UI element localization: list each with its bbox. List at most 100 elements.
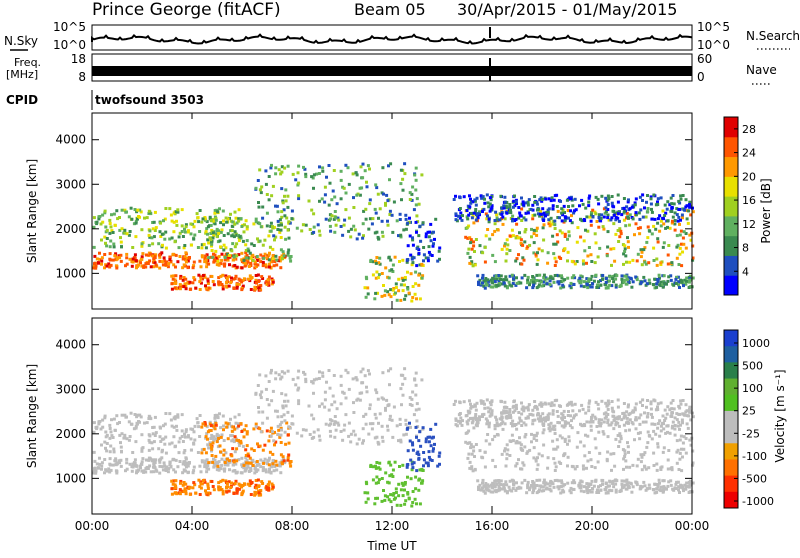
power-cell — [614, 283, 618, 287]
velocity-cell — [164, 468, 168, 472]
power-cell — [684, 205, 688, 209]
power-cell — [538, 279, 542, 283]
power-cell — [666, 253, 670, 257]
power-cell — [237, 219, 241, 223]
power-cell — [639, 208, 643, 212]
power-cell — [218, 281, 222, 284]
power-cell — [553, 219, 557, 223]
power-cell — [486, 228, 490, 231]
velocity-cell — [232, 440, 236, 444]
velocity-colorbar-tick-label: -25 — [742, 427, 760, 440]
velocity-cell — [502, 487, 506, 491]
power-cell — [206, 238, 210, 242]
power-cell — [404, 227, 408, 231]
velocity-cell — [384, 471, 388, 475]
velocity-cell — [679, 483, 683, 487]
power-cell — [245, 227, 249, 231]
velocity-cell — [391, 475, 395, 478]
velocity-cell — [563, 424, 567, 428]
velocity-cell — [541, 431, 545, 435]
power-cell — [233, 277, 237, 280]
velocity-cell — [659, 468, 663, 471]
velocity-cell — [403, 481, 407, 484]
power-cell — [526, 278, 530, 282]
power-cell — [92, 216, 96, 220]
power-cell — [261, 243, 265, 247]
velocity-cell — [547, 402, 551, 406]
power-cell — [170, 274, 174, 278]
power-cell — [399, 283, 403, 287]
power-cell — [505, 252, 509, 256]
power-cell — [568, 284, 572, 288]
velocity-cell — [192, 430, 196, 434]
velocity-cell — [180, 435, 184, 438]
power-cell — [633, 203, 637, 207]
velocity-cell — [107, 467, 111, 471]
power-cell — [487, 220, 491, 224]
power-cell — [500, 212, 504, 216]
velocity-cell — [629, 482, 633, 486]
power-cell — [103, 235, 107, 239]
power-cell — [282, 252, 286, 256]
power-cell — [382, 284, 385, 287]
velocity-colorbar-segment — [724, 427, 738, 444]
power-cell — [281, 199, 285, 203]
velocity-cell — [679, 423, 682, 427]
velocity-cell — [134, 440, 138, 444]
power-cell — [560, 276, 564, 280]
power-cell — [312, 212, 316, 216]
velocity-cell — [401, 483, 405, 487]
velocity-cell — [677, 485, 681, 489]
power-cell — [378, 207, 382, 211]
velocity-cell — [213, 427, 217, 431]
power-cell — [409, 272, 413, 276]
velocity-cell — [329, 422, 333, 426]
velocity-cell — [475, 418, 478, 422]
velocity-cell — [104, 446, 107, 450]
velocity-cell — [506, 490, 509, 494]
velocity-cell — [162, 424, 165, 428]
velocity-cell — [184, 489, 188, 493]
power-cell — [666, 200, 670, 204]
power-cell — [214, 257, 218, 260]
velocity-cell — [579, 422, 582, 426]
velocity-cell — [406, 491, 410, 494]
velocity-cell — [170, 487, 174, 491]
x-tick-label: 00:00 — [75, 519, 110, 533]
power-cell — [153, 210, 157, 214]
velocity-cell — [254, 391, 258, 395]
power-cell — [358, 193, 362, 197]
velocity-cell — [213, 458, 217, 462]
power-cell — [536, 208, 539, 212]
power-cell — [542, 211, 546, 215]
velocity-cell — [297, 386, 301, 390]
velocity-cell — [414, 487, 418, 491]
power-cell — [174, 281, 178, 285]
power-cell — [624, 254, 628, 258]
velocity-cell — [468, 410, 472, 414]
velocity-cell — [276, 424, 280, 428]
velocity-cell — [387, 369, 390, 373]
power-cell — [384, 201, 387, 205]
velocity-cell — [140, 447, 144, 451]
power-cell — [260, 185, 264, 189]
power-cell — [484, 278, 488, 282]
velocity-cell — [270, 399, 274, 403]
velocity-cell — [554, 465, 558, 469]
power-cell — [264, 182, 268, 186]
velocity-cell — [617, 424, 621, 428]
power-cell — [684, 282, 688, 286]
velocity-cell — [399, 438, 403, 442]
power-cell — [280, 170, 284, 174]
power-cell — [334, 215, 338, 219]
power-cell — [532, 284, 535, 288]
velocity-cell — [515, 486, 519, 490]
velocity-cell — [152, 440, 156, 444]
velocity-cell — [245, 458, 249, 462]
velocity-cell — [536, 463, 540, 467]
velocity-cell — [634, 427, 638, 431]
velocity-colorbar-tick-label: -500 — [742, 472, 767, 485]
velocity-cell — [256, 468, 260, 472]
velocity-cell — [466, 456, 470, 460]
velocity-cell — [312, 430, 316, 434]
